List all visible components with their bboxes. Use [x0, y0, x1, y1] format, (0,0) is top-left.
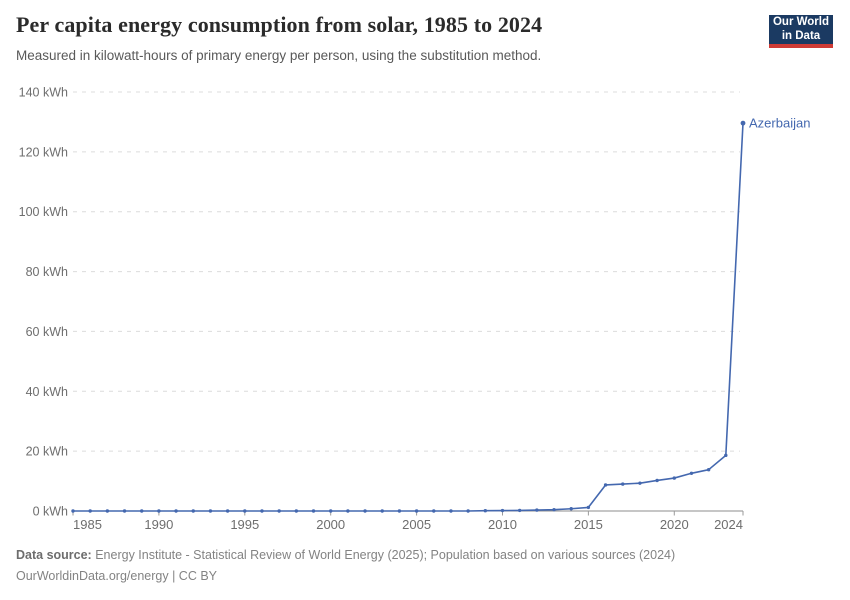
data-point-marker — [535, 508, 539, 512]
data-point-marker — [689, 471, 694, 475]
x-tick-label: 2005 — [402, 517, 431, 532]
data-source-line: Data source: Energy Institute - Statisti… — [16, 545, 675, 566]
data-point-marker — [466, 509, 470, 513]
y-tick-label: 100 kWh — [19, 205, 68, 219]
x-tick-label: 2024 — [714, 517, 743, 532]
data-point-marker — [157, 509, 161, 513]
series-label-azerbaijan[interactable]: Azerbaijan — [749, 116, 810, 131]
data-point-marker — [397, 509, 402, 513]
chart-footer: Data source: Energy Institute - Statisti… — [16, 545, 675, 587]
data-point-marker — [243, 509, 247, 513]
x-tick-label: 2015 — [574, 517, 603, 532]
data-point-marker — [432, 509, 436, 513]
data-point-marker — [328, 509, 333, 513]
data-point-marker — [225, 509, 230, 513]
data-point-marker — [191, 509, 195, 513]
azerbaijan-series-line — [72, 122, 744, 512]
data-point-marker — [414, 509, 419, 513]
data-point-marker — [311, 509, 316, 513]
data-point-marker — [621, 482, 625, 486]
data-point-marker — [740, 120, 746, 126]
page-title: Per capita energy consumption from solar… — [16, 12, 543, 37]
data-point-marker — [655, 478, 659, 483]
data-point-marker — [500, 508, 505, 513]
data-point-marker — [638, 481, 642, 485]
data-point-marker — [449, 509, 453, 513]
data-point-marker — [140, 509, 144, 513]
data-point-marker — [706, 467, 711, 472]
data-point-marker — [672, 476, 676, 480]
data-point-marker — [552, 507, 556, 512]
data-source-label: Data source: — [16, 548, 92, 562]
data-source-text: Energy Institute - Statistical Review of… — [95, 548, 676, 562]
x-tick-label: 2000 — [316, 517, 345, 532]
x-tick-label: 2010 — [488, 517, 517, 532]
y-tick-label: 140 kWh — [19, 86, 68, 100]
y-tick-label: 80 kWh — [26, 265, 68, 279]
data-point-marker — [483, 509, 488, 513]
x-tick-label: 1995 — [230, 517, 259, 532]
data-point-marker — [724, 453, 728, 458]
owid-logo: Our World in Data — [769, 15, 833, 48]
data-point-marker — [586, 505, 591, 510]
license-line: OurWorldinData.org/energy | CC BY — [16, 569, 218, 583]
y-tick-label: 120 kWh — [19, 145, 68, 159]
y-tick-label: 40 kWh — [26, 385, 68, 399]
x-tick-label: 1990 — [144, 517, 173, 532]
y-tick-label: 0 kWh — [33, 505, 68, 519]
logo-line1: Our World — [772, 15, 829, 28]
logo-line2: in Data — [781, 29, 821, 42]
data-point-marker — [260, 509, 264, 513]
data-point-marker — [380, 509, 384, 513]
data-point-marker — [208, 509, 213, 513]
chart-subtitle: Measured in kilowatt-hours of primary en… — [16, 48, 542, 63]
data-point-marker — [363, 509, 367, 513]
data-point-marker — [569, 507, 573, 511]
data-point-marker — [122, 509, 127, 513]
data-point-marker — [294, 509, 299, 513]
y-tick-label: 60 kWh — [26, 325, 68, 339]
data-point-marker — [346, 509, 350, 513]
x-tick-label: 1985 — [73, 517, 102, 532]
x-tick-label: 2020 — [660, 517, 689, 532]
data-point-marker — [71, 509, 75, 513]
data-point-marker — [603, 483, 608, 487]
data-point-marker — [174, 509, 178, 513]
data-point-marker — [105, 509, 110, 513]
solar-consumption-line-chart: 0 kWh 20 kWh 40 kWh 60 kWh 80 kWh 100 kWh 120 … — [19, 86, 811, 533]
y-tick-label: 20 kWh — [26, 445, 68, 459]
data-point-marker — [88, 509, 92, 513]
data-point-marker — [277, 509, 281, 513]
data-point-marker — [517, 508, 522, 513]
